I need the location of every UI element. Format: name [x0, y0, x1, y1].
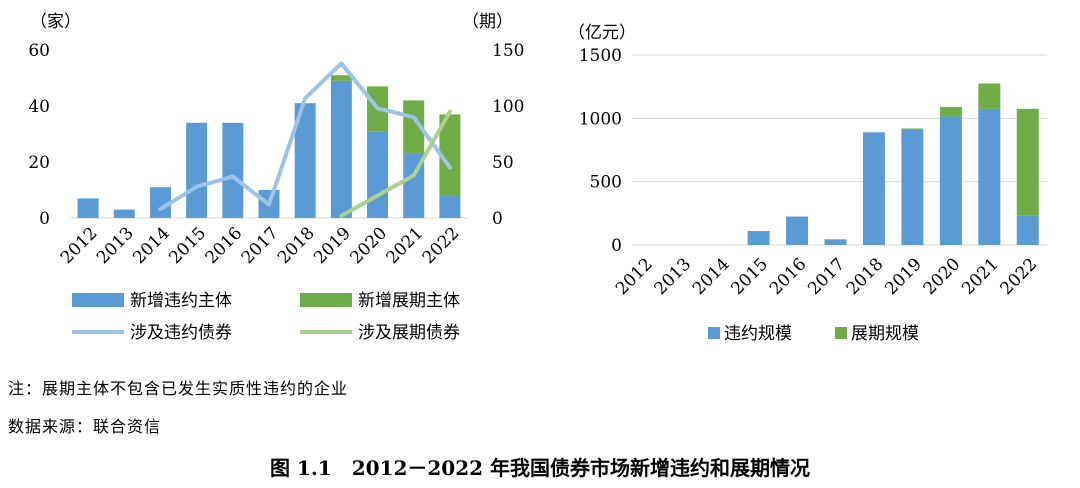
y-tick-label: 0 [611, 236, 622, 256]
x-tick-label: 2022 [997, 254, 1042, 299]
x-tick-label: 2013 [93, 223, 138, 268]
bar-new-default-entities [149, 187, 171, 218]
x-tick-label: 2020 [920, 254, 965, 299]
y-tick-label: 1500 [579, 46, 622, 66]
line-extension-bonds [339, 109, 452, 218]
legend-label: 涉及违约债券 [130, 323, 232, 343]
left-y-tick-label: 40 [28, 97, 50, 117]
left-y-tick-label: 20 [28, 153, 50, 173]
legend-swatch [708, 327, 720, 339]
right-axis-unit: （期） [462, 12, 513, 32]
bar-new-default-entities [113, 209, 135, 218]
x-tick-label: 2022 [419, 223, 464, 268]
bar-new-default-entities [439, 195, 461, 218]
line-default-bonds [158, 61, 452, 212]
bar-new-default-entities [222, 122, 244, 218]
x-tick-label: 2020 [346, 223, 391, 268]
bar-new-extension-entities [439, 114, 461, 196]
right-y-tick-label: 100 [492, 97, 524, 117]
right-chart-axis-unit: （亿元） [568, 23, 636, 43]
right-y-tick-label: 0 [492, 209, 503, 229]
x-tick-label: 2014 [689, 254, 734, 299]
x-tick-label: 2012 [612, 254, 657, 299]
legend-label: 展期规模 [851, 324, 919, 344]
right-y-tick-label: 50 [492, 153, 514, 173]
x-tick-label: 2014 [129, 223, 174, 268]
legend-swatch [72, 293, 124, 307]
x-tick-label: 2016 [766, 254, 811, 299]
x-tick-label: 2015 [727, 254, 772, 299]
bar-default-amount [939, 116, 962, 245]
x-tick-label: 2021 [958, 254, 1003, 299]
x-tick-label: 2016 [202, 223, 247, 268]
x-tick-label: 2019 [310, 223, 355, 268]
data-source: 数据来源：联合资信 [8, 417, 162, 436]
bar-new-default-entities [367, 131, 389, 218]
legend-swatch [835, 327, 847, 339]
left-y-tick-label: 0 [39, 209, 50, 229]
x-tick-label: 2015 [165, 223, 210, 268]
chart-note: 注：展期主体不包含已发生实质性违约的企业 [8, 379, 349, 398]
bar-default-amount [901, 129, 924, 245]
bar-extension-amount [978, 83, 1001, 109]
bar-extension-amount [1016, 108, 1039, 216]
x-tick-label: 2021 [383, 223, 428, 268]
bar-default-amount [786, 216, 809, 245]
legend-swatch [300, 293, 352, 307]
y-tick-label: 500 [590, 173, 622, 193]
bar-default-amount [978, 108, 1001, 245]
bar-extension-amount [901, 128, 924, 130]
left-axis-unit: （家） [30, 12, 81, 32]
bar-new-default-entities [77, 198, 99, 218]
x-tick-label: 2013 [650, 254, 695, 299]
left-chart: （家） （期）0204060050100150201220132014201520… [28, 12, 524, 343]
x-tick-label: 2018 [274, 223, 319, 268]
bar-default-amount [1016, 215, 1039, 245]
x-tick-label: 2012 [57, 223, 102, 268]
legend-label: 涉及展期债券 [358, 323, 460, 343]
bar-default-amount [862, 132, 885, 245]
x-tick-label: 2017 [804, 254, 849, 299]
legend-label: 新增违约主体 [130, 291, 232, 311]
legend-label: 新增展期主体 [358, 291, 460, 311]
y-tick-label: 1000 [579, 109, 622, 129]
x-tick-label: 2019 [881, 254, 926, 299]
right-chart: （亿元） 0 500 1000 1500 201220132014201520162017… [568, 23, 1047, 344]
bar-new-extension-entities [330, 75, 352, 81]
x-tick-label: 2018 [843, 254, 888, 299]
bar-new-default-entities [294, 103, 316, 218]
figure-caption: 图 1.1 2012－2022 年我国债券市场新增违约和展期情况 [269, 456, 811, 480]
left-y-tick-label: 60 [28, 41, 50, 61]
bar-new-extension-entities [403, 100, 425, 154]
legend-label: 违约规模 [724, 324, 792, 344]
bar-default-amount [747, 231, 770, 245]
x-tick-label: 2017 [238, 223, 283, 268]
bar-default-amount [824, 239, 847, 245]
right-y-tick-label: 150 [492, 41, 524, 61]
bar-extension-amount [939, 106, 962, 117]
bar-new-default-entities [186, 122, 208, 218]
bar-new-default-entities [330, 80, 352, 218]
